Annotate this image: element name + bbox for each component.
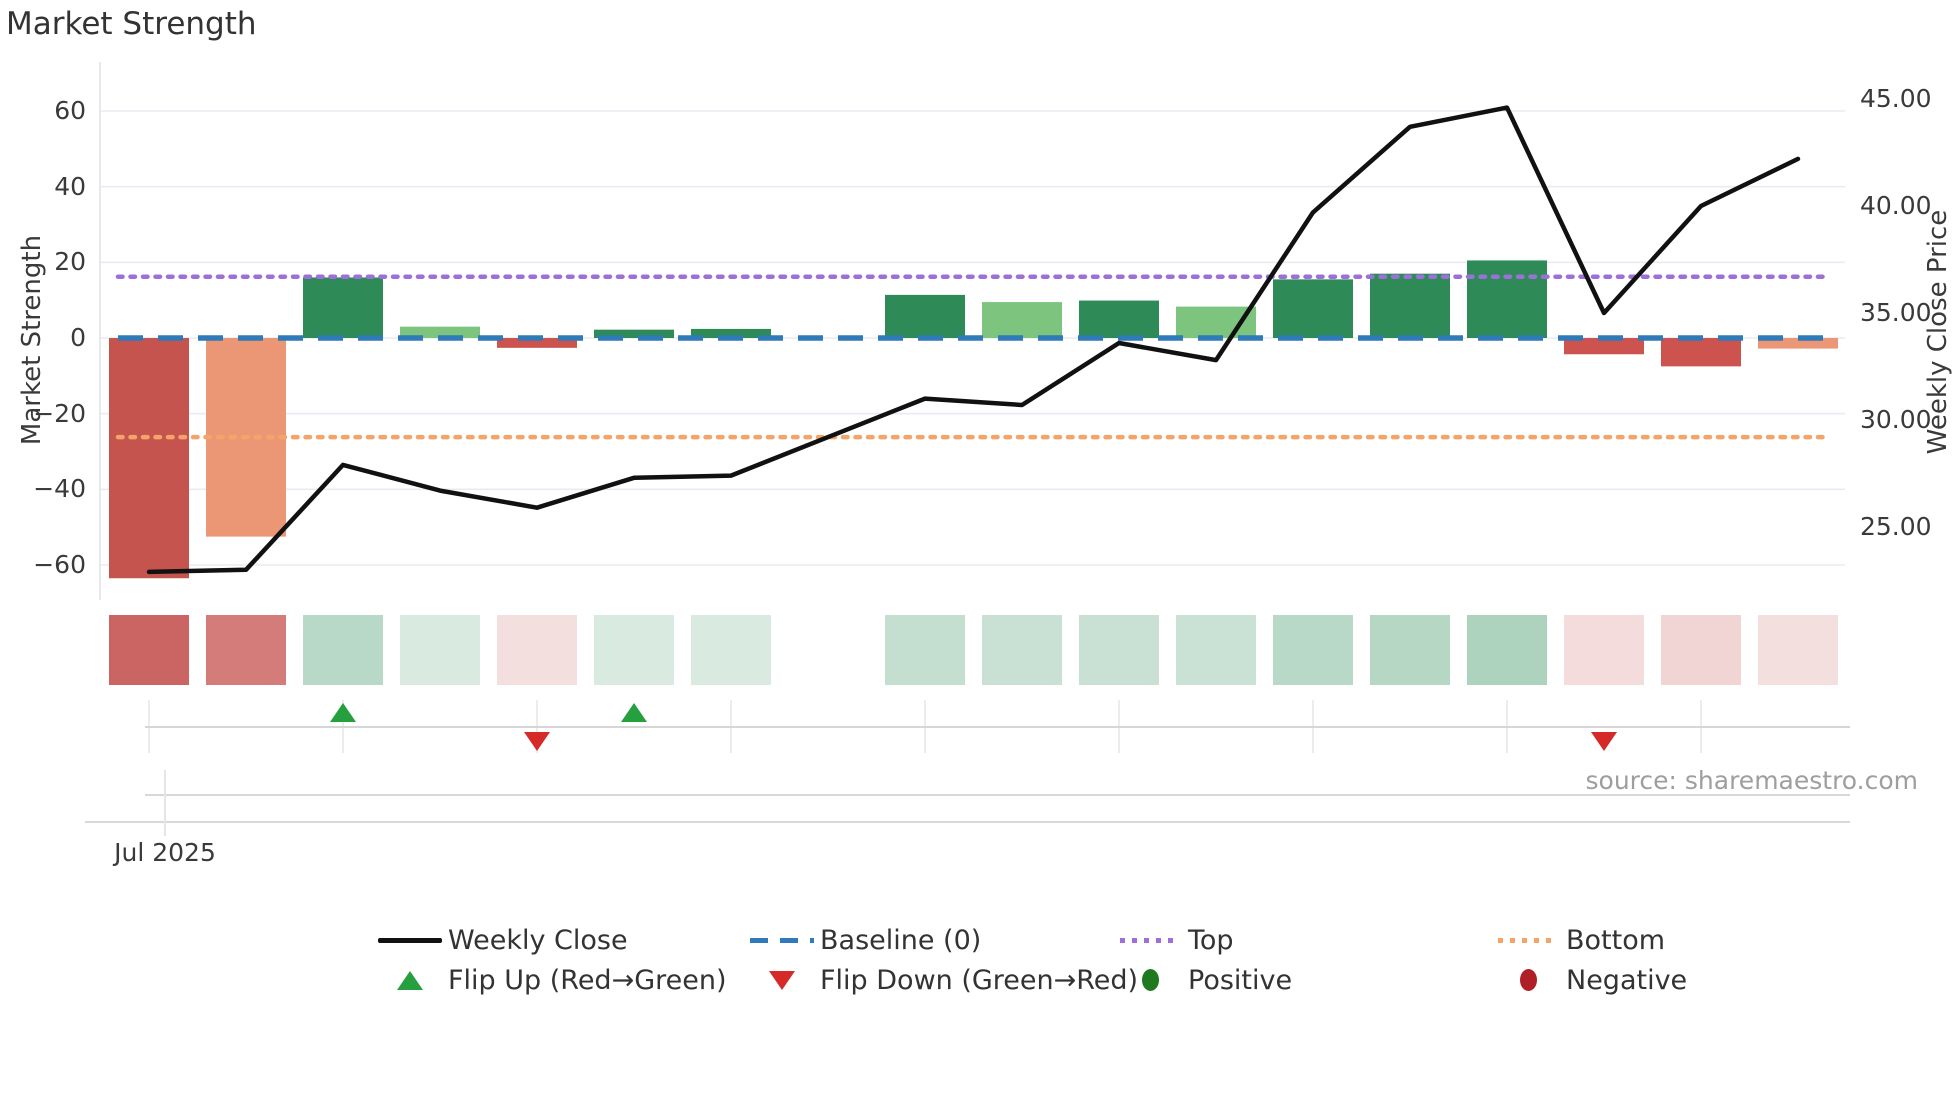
heatmap-cell-week-11[interactable] bbox=[1079, 615, 1159, 685]
strength-bar-week-7[interactable] bbox=[691, 328, 771, 338]
legend-swatch-glyph bbox=[1120, 937, 1180, 943]
legend-swatch-glyph bbox=[750, 937, 814, 943]
x-axis-tick-label: Jul 2025 bbox=[114, 838, 216, 867]
legend-item-flip-down-green-red[interactable]: Flip Down (Green→Red) bbox=[744, 962, 1138, 998]
right-axis-tick-40.00: 40.00 bbox=[1860, 191, 1932, 220]
legend-item-positive[interactable]: Positive bbox=[1112, 962, 1292, 998]
strength-bar-week-15[interactable] bbox=[1467, 260, 1547, 338]
legend-swatch-glyph bbox=[1141, 969, 1159, 991]
strength-bar-week-10[interactable] bbox=[982, 302, 1062, 338]
strength-bar-week-18[interactable] bbox=[1758, 338, 1838, 349]
heatmap-cell-week-18[interactable] bbox=[1758, 615, 1838, 685]
legend-swatch-glyph bbox=[378, 937, 442, 943]
right-axis-tick-25.00: 25.00 bbox=[1860, 512, 1932, 541]
legend-item-negative[interactable]: Negative bbox=[1490, 962, 1687, 998]
strength-bar-week-1[interactable] bbox=[109, 338, 189, 579]
right-axis-tick-30.00: 30.00 bbox=[1860, 405, 1932, 434]
left-axis-tick-−40: −40 bbox=[33, 474, 86, 504]
heatmap-cell-week-9[interactable] bbox=[885, 615, 965, 685]
legend-swatch-glyph bbox=[769, 970, 795, 990]
left-axis-tick-−60: −60 bbox=[33, 549, 86, 579]
legend-circle-icon bbox=[1112, 969, 1188, 991]
legend-item-flip-up-red-green[interactable]: Flip Up (Red→Green) bbox=[372, 962, 727, 998]
heatmap-cell-week-10[interactable] bbox=[982, 615, 1062, 685]
flip-up-marker-week-6[interactable] bbox=[621, 703, 647, 722]
heatmap-cell-week-12[interactable] bbox=[1176, 615, 1256, 685]
legend-item-label: Top bbox=[1188, 924, 1234, 956]
right-axis-tick-45.00: 45.00 bbox=[1860, 84, 1932, 113]
strength-bar-week-4[interactable] bbox=[400, 326, 480, 338]
flip-up-triangle-icon bbox=[372, 970, 448, 990]
flip-up-marker-week-3[interactable] bbox=[330, 703, 356, 722]
strength-bar-week-9[interactable] bbox=[885, 294, 965, 338]
legend-item-label: Bottom bbox=[1566, 924, 1666, 956]
legend-swatch-glyph bbox=[397, 970, 423, 990]
legend-dotted-swatch bbox=[1112, 937, 1188, 943]
legend-item-label: Flip Down (Green→Red) bbox=[820, 964, 1139, 996]
left-axis-tick-20: 20 bbox=[54, 247, 86, 277]
legend-item-baseline-0[interactable]: Baseline (0) bbox=[744, 922, 981, 958]
strength-bar-week-12[interactable] bbox=[1176, 306, 1256, 338]
heatmap-cell-week-15[interactable] bbox=[1467, 615, 1547, 685]
flip-down-marker-week-5[interactable] bbox=[524, 732, 550, 751]
strength-bar-week-14[interactable] bbox=[1370, 273, 1450, 338]
strength-bar-week-6[interactable] bbox=[594, 329, 674, 338]
legend-swatch-glyph bbox=[1519, 969, 1537, 991]
legend-circle-icon bbox=[1490, 969, 1566, 991]
heatmap-cell-week-16[interactable] bbox=[1564, 615, 1644, 685]
legend-item-top[interactable]: Top bbox=[1112, 922, 1234, 958]
strength-bar-week-17[interactable] bbox=[1661, 338, 1741, 367]
source-attribution: source: sharemaestro.com bbox=[1585, 766, 1919, 795]
strength-bar-week-16[interactable] bbox=[1564, 338, 1644, 355]
left-axis-tick-−20: −20 bbox=[33, 398, 86, 428]
strength-bar-week-13[interactable] bbox=[1273, 279, 1353, 338]
flip-down-triangle-icon bbox=[744, 970, 820, 990]
heatmap-cell-week-6[interactable] bbox=[594, 615, 674, 685]
chart-title: Market Strength bbox=[6, 6, 257, 42]
heatmap-cell-week-7[interactable] bbox=[691, 615, 771, 685]
legend-item-label: Baseline (0) bbox=[820, 924, 982, 956]
legend-item-bottom[interactable]: Bottom bbox=[1490, 922, 1665, 958]
legend-line-swatch bbox=[372, 937, 448, 943]
right-axis-title: Weekly Close Price bbox=[1923, 209, 1953, 455]
heatmap-cell-week-5[interactable] bbox=[497, 615, 577, 685]
legend-item-weekly-close[interactable]: Weekly Close bbox=[372, 922, 628, 958]
heatmap-cell-week-2[interactable] bbox=[206, 615, 286, 685]
heatmap-cell-week-17[interactable] bbox=[1661, 615, 1741, 685]
left-axis-tick-60: 60 bbox=[54, 96, 86, 125]
right-axis-tick-35.00: 35.00 bbox=[1860, 298, 1932, 327]
flip-down-marker-week-16[interactable] bbox=[1591, 732, 1617, 751]
legend-item-label: Flip Up (Red→Green) bbox=[448, 964, 727, 996]
heatmap-cell-week-14[interactable] bbox=[1370, 615, 1450, 685]
left-axis-tick-40: 40 bbox=[54, 171, 86, 201]
weekly-close-line[interactable] bbox=[146, 105, 1801, 575]
heatmap-cell-week-13[interactable] bbox=[1273, 615, 1353, 685]
left-axis-tick-0: 0 bbox=[70, 323, 86, 352]
legend-dotted-swatch bbox=[1490, 937, 1566, 943]
legend-item-label: Positive bbox=[1188, 964, 1293, 996]
heatmap-cell-week-1[interactable] bbox=[109, 615, 189, 685]
heatmap-cell-week-4[interactable] bbox=[400, 615, 480, 685]
legend-swatch-glyph bbox=[1498, 937, 1558, 943]
left-axis-title: Market Strength bbox=[17, 234, 47, 446]
strength-bar-week-5[interactable] bbox=[497, 338, 577, 348]
heatmap-cell-week-3[interactable] bbox=[303, 615, 383, 685]
legend-item-label: Negative bbox=[1566, 964, 1688, 996]
legend-item-label: Weekly Close bbox=[448, 924, 628, 956]
strength-bar-week-3[interactable] bbox=[303, 277, 383, 338]
legend-dashed-swatch bbox=[744, 937, 820, 943]
strength-bar-week-11[interactable] bbox=[1079, 300, 1159, 338]
